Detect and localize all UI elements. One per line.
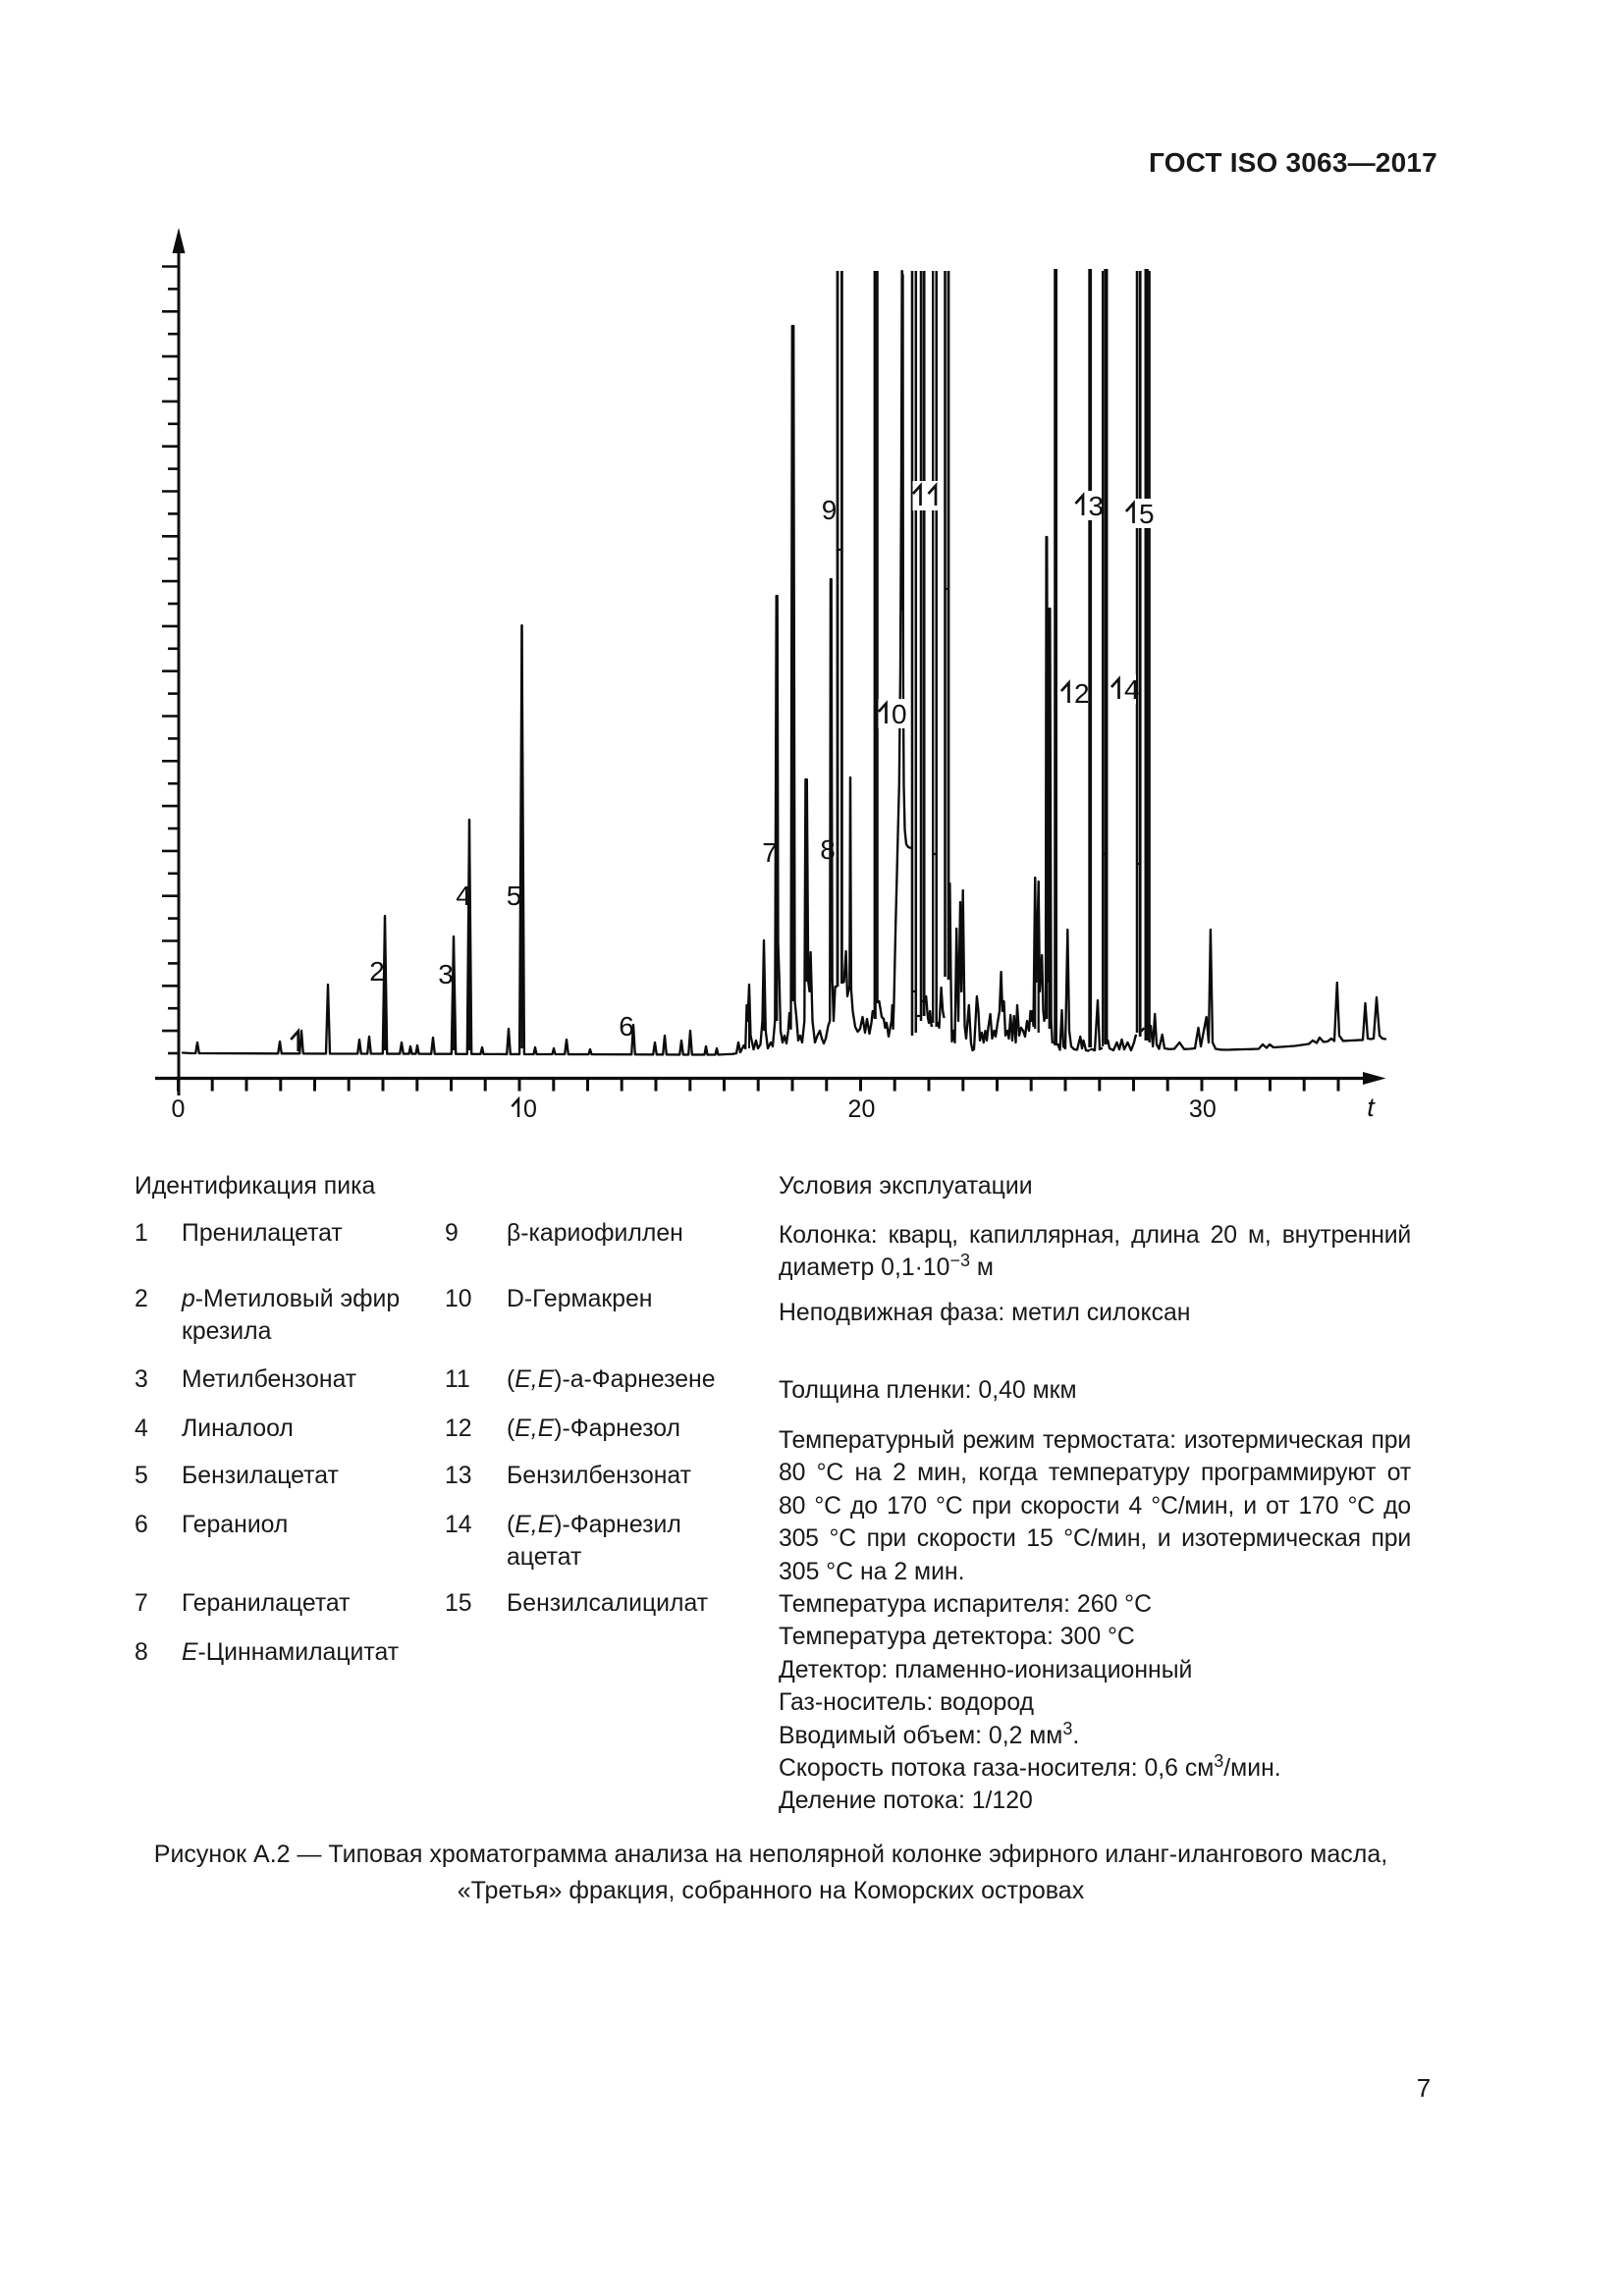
- svg-text:3: 3: [438, 959, 454, 989]
- svg-text:t: t: [1367, 1093, 1376, 1122]
- svg-text:5: 5: [507, 881, 522, 911]
- svg-text:0: 0: [861, 1095, 875, 1123]
- svg-text:7: 7: [762, 837, 778, 868]
- svg-text:2: 2: [1074, 678, 1090, 709]
- svg-text:6: 6: [619, 1011, 634, 1041]
- svg-text:3: 3: [1189, 1095, 1203, 1123]
- svg-text:0: 0: [172, 1095, 186, 1123]
- svg-text:5: 5: [1139, 499, 1155, 529]
- svg-text:8: 8: [820, 834, 836, 865]
- svg-text:4: 4: [456, 881, 471, 911]
- svg-text:3: 3: [1089, 491, 1105, 521]
- svg-text:9: 9: [822, 495, 838, 525]
- svg-text:0: 0: [523, 1095, 537, 1123]
- svg-text:2: 2: [848, 1095, 862, 1123]
- svg-text:0: 0: [1203, 1095, 1217, 1123]
- svg-text:4: 4: [1124, 674, 1140, 705]
- svg-text:0: 0: [892, 699, 907, 729]
- svg-text:2: 2: [369, 956, 385, 987]
